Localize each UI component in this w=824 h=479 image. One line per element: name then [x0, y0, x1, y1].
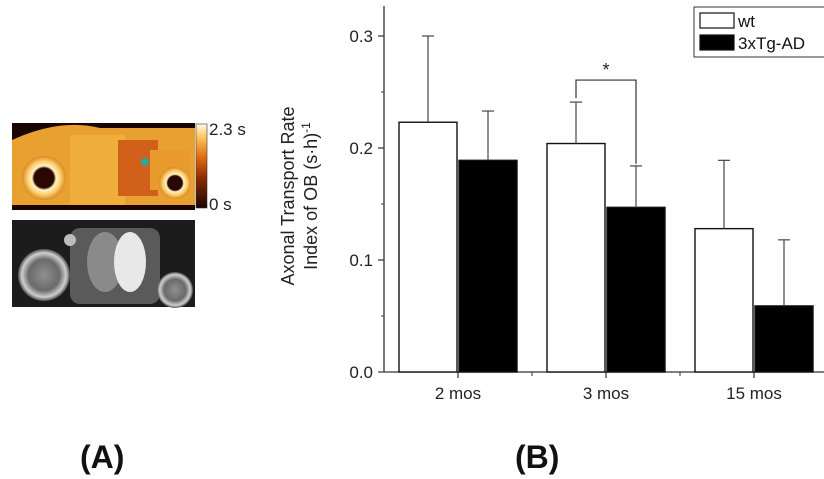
y-axis-title-superscript: -1 [299, 122, 313, 133]
t1-color-map-image [12, 123, 195, 210]
significance-marker: * [602, 60, 609, 80]
bars [399, 122, 813, 372]
panel-b-label: (B) [515, 439, 559, 475]
bar-3xtg-ad [459, 160, 517, 372]
bar-wt [547, 144, 605, 372]
y-axis-title-text: Index of OB (s·h) [301, 133, 321, 270]
bar-3xtg-ad [607, 207, 665, 372]
y-axis-title: Axonal Transport Rate Index of OB (s·h)-… [278, 106, 321, 285]
y-axis-ticks: 0.0 0.1 0.2 0.3 [349, 27, 384, 382]
legend-label-wt: wt [737, 12, 755, 31]
legend: wt 3xTg-AD [694, 7, 824, 57]
legend-swatch-3xtg-ad [700, 35, 734, 50]
y-axis-title-line1: Axonal Transport Rate [278, 106, 298, 285]
x-tick-label: 2 mos [435, 384, 481, 403]
y-tick-label: 0.2 [349, 139, 373, 158]
x-axis-ticks: 2 mos 3 mos 15 mos [435, 372, 782, 403]
legend-swatch-wt [700, 13, 734, 28]
bar-3xtg-ad [755, 306, 813, 372]
colorbar-min-label: 0 s [209, 195, 232, 214]
y-tick-label: 0.3 [349, 27, 373, 46]
x-tick-label: 15 mos [726, 384, 782, 403]
y-tick-label: 0.0 [349, 363, 373, 382]
bar-wt [399, 122, 457, 372]
legend-label-3xtg-ad: 3xTg-AD [738, 34, 805, 53]
bar-wt [695, 229, 753, 372]
colorbar-max-label: 2.3 s [209, 120, 246, 139]
colorbar [196, 124, 207, 208]
y-tick-label: 0.1 [349, 251, 373, 270]
mri-anatomical-image [12, 220, 195, 308]
y-axis-title-line2: Index of OB (s·h)-1 [299, 122, 321, 270]
bar-chart: Axonal Transport Rate Index of OB (s·h)-… [278, 6, 824, 475]
panel-a-label: (A) [80, 439, 124, 475]
panel-a: 2.3 s 0 s (A) [12, 120, 246, 475]
x-tick-label: 3 mos [583, 384, 629, 403]
